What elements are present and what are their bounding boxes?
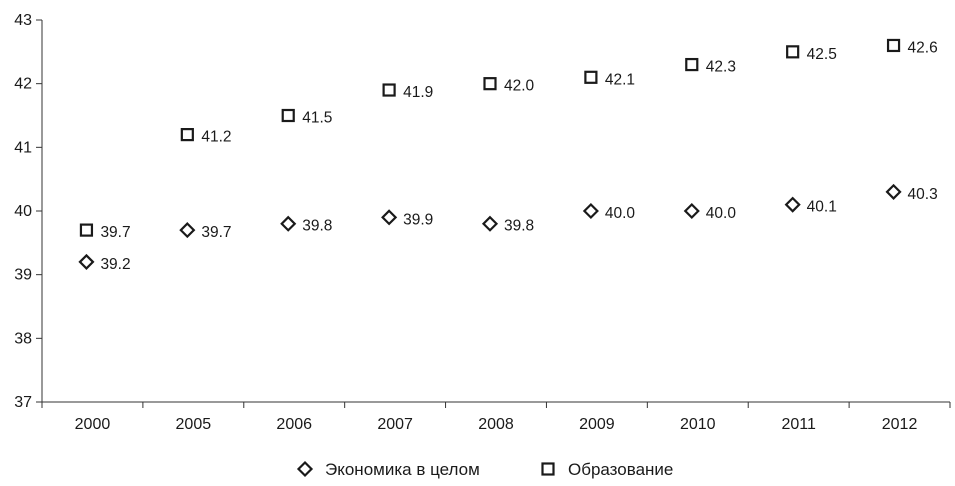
y-tick-label: 39 [14,267,32,284]
x-tick-label: 2006 [276,416,312,433]
data-label: 40.0 [706,205,737,222]
x-tick-label: 2008 [478,416,514,433]
diamond-marker [784,196,801,213]
diamond-marker [280,215,297,232]
square-marker [281,108,295,123]
diamond-marker [78,253,95,270]
data-label: 41.5 [302,110,332,127]
x-tick-label: 2000 [75,416,111,433]
diamond-marker [381,209,398,226]
diamond-marker [179,222,196,239]
data-label: 39.8 [504,218,534,235]
data-label: 40.3 [908,186,938,203]
square-legend-icon [541,462,555,476]
x-tick-label: 2012 [882,416,918,433]
series-diamond: 39.2 39.7 39.8 39.9 39.8 40.0 40.0 40.1 40.3 [78,183,938,273]
legend: Экономика в целом Образование [296,460,673,479]
diamond-marker [885,183,902,200]
square-marker [483,77,497,91]
square-marker [180,128,194,142]
legend-item: Экономика в целом [296,460,480,479]
x-tick-label: 2009 [579,416,615,433]
y-tick-label: 40 [14,203,32,220]
series-square: 39.7 41.2 41.5 41.9 42.0 42.1 42.3 42.5 42.6 [79,38,938,241]
data-label: 42.0 [504,78,535,95]
diamond-legend-icon [296,460,314,478]
x-tick-label: 2011 [781,416,816,433]
diamond-marker [683,202,700,220]
square-marker [79,223,94,237]
legend-item: Образование [541,460,673,479]
square-marker [382,83,396,97]
data-label: 39.7 [100,224,130,241]
square-marker [685,57,699,72]
axes: 37 38 39 40 41 42 43 2000 2005 2006 2007 2008 2009 20… [14,12,951,433]
data-label: 40.0 [605,205,636,222]
data-label: 39.2 [100,256,130,273]
data-label: 42.5 [807,46,837,63]
data-label: 39.8 [302,218,332,235]
data-label: 42.1 [605,71,635,88]
square-marker [786,45,800,59]
square-marker [584,70,598,84]
legend-label: Экономика в целом [325,460,480,479]
data-marks: 39.239.7 39.8 39.9 39.840.0 40.0 40.140.339.7… [78,38,938,273]
data-label: 40.1 [807,199,837,216]
data-label: 39.7 [201,224,231,241]
y-tick-label: 38 [14,330,32,347]
diamond-marker [481,215,499,232]
y-tick-label: 42 [14,76,32,93]
data-label: 41.2 [201,129,231,146]
y-tick-label: 43 [14,12,32,29]
legend-label: Образование [568,460,673,479]
data-label: 42.6 [908,39,938,56]
square-marker [886,38,901,53]
y-tick-label: 41 [14,139,32,156]
x-tick-label: 2010 [680,416,716,433]
x-tick-label: 2007 [377,416,413,433]
y-tick-label: 37 [14,394,32,411]
data-label: 39.9 [403,211,433,228]
x-tick-label: 2005 [176,416,212,433]
data-label: 41.9 [403,84,433,101]
diamond-marker [582,202,599,220]
data-label: 42.3 [706,59,736,76]
